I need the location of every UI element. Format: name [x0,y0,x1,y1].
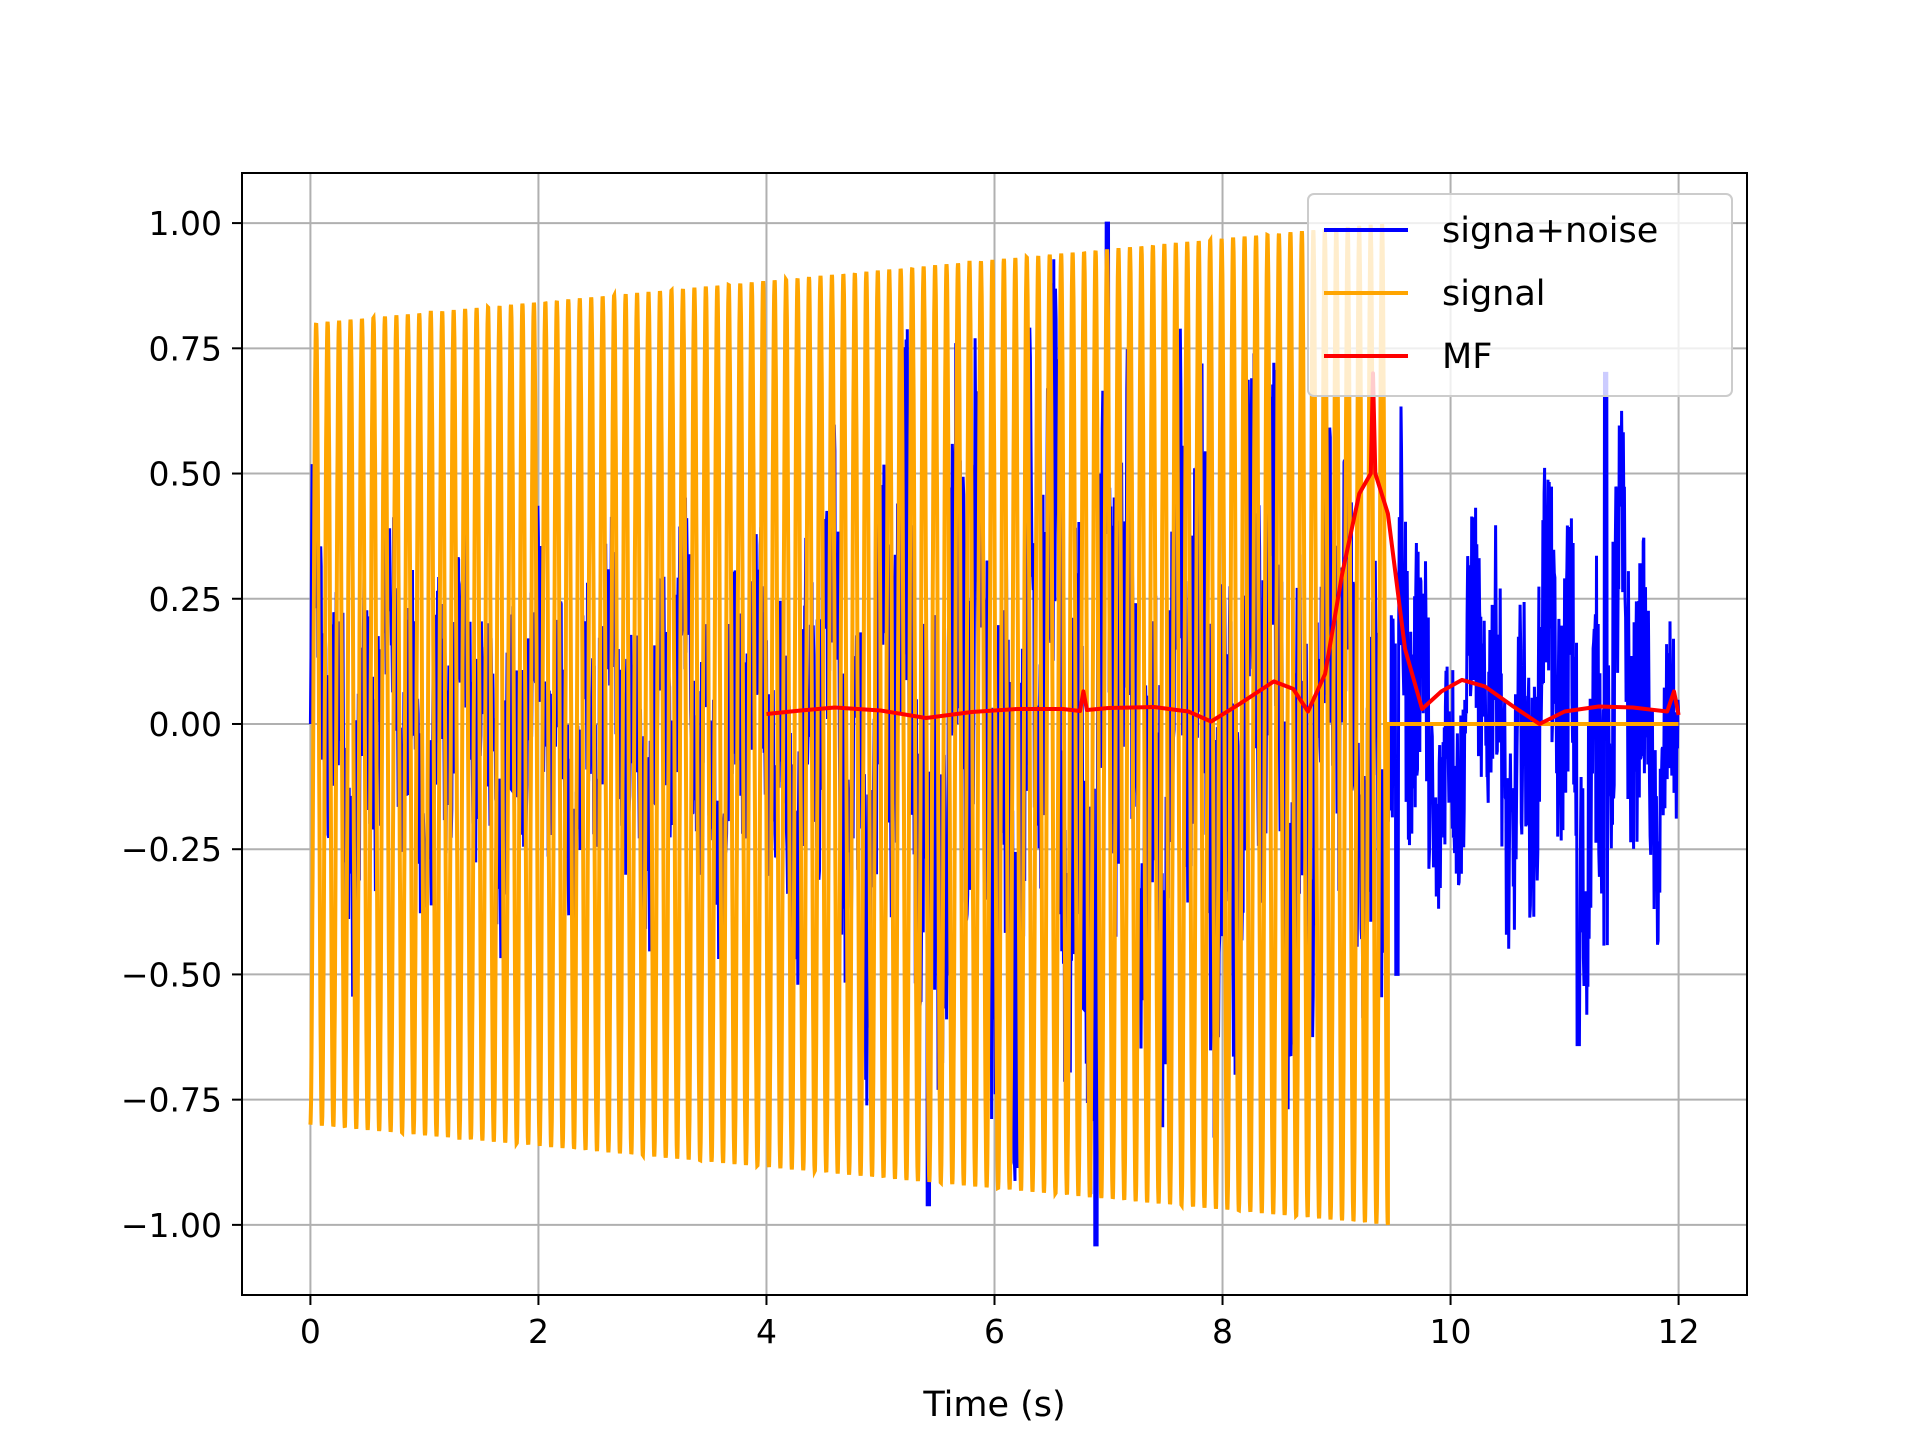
series-layer [308,221,1681,1247]
x-tick-label: 10 [1430,1312,1472,1351]
y-tick-label: −0.75 [121,1081,222,1120]
x-tick-label: 6 [984,1312,1005,1351]
series-line-mf [766,371,1681,726]
x-axis: 0 2 4 6 8 10 12 [300,1295,1700,1351]
y-tick-label: 0.75 [149,329,222,368]
y-tick-label: 0.50 [149,455,222,494]
x-tick-label: 2 [528,1312,549,1351]
legend-label: MF [1442,337,1492,377]
legend: signa+noise signal MF [1307,193,1733,397]
x-axis-label: Time (s) [922,1385,1065,1425]
legend-label: signa+noise [1442,211,1658,251]
x-tick-label: 12 [1658,1312,1700,1351]
y-axis: 1.00 0.75 0.50 0.25 0.00 −0.25 −0.50 −0.75 −1.00 [121,204,242,1245]
y-tick-label: 1.00 [149,204,222,243]
legend-label: signal [1442,274,1546,314]
y-tick-label: −0.25 [121,830,222,869]
x-tick-label: 0 [300,1312,321,1351]
series-line-signal [308,223,1679,1226]
y-tick-label: 0.00 [149,705,222,744]
x-tick-label: 4 [756,1312,777,1351]
x-tick-label: 8 [1212,1312,1233,1351]
legend-box [1307,193,1733,397]
y-tick-label: −0.50 [121,955,222,994]
y-tick-label: 0.25 [149,580,222,619]
y-tick-label: −1.00 [121,1206,222,1245]
